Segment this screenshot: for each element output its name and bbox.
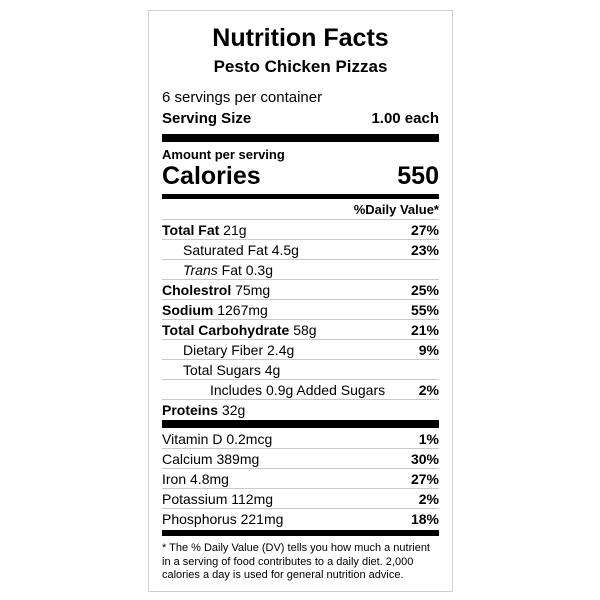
- nutrient-row: Total Fat 21g 27%: [162, 220, 439, 240]
- nutrient-row-name: Includes 0.9g Added Sugars: [210, 382, 385, 398]
- nutrient-row-name-text: 58g: [289, 321, 317, 338]
- nutrient-row: Total Sugars 4g: [162, 360, 439, 380]
- nutrition-facts-label: Nutrition Facts Pesto Chicken Pizzas 6 s…: [148, 10, 453, 592]
- nutrient-row-name: Trans Fat 0.3g: [183, 262, 273, 278]
- section-bar: [162, 194, 439, 199]
- micronutrient-row-name: Vitamin D 0.2mcg: [162, 431, 272, 447]
- micronutrient-row-name-text: Calcium 389mg: [162, 450, 260, 467]
- micronutrient-row-daily-value: 27%: [410, 470, 439, 487]
- micronutrient-row-name: Potassium 112mg: [162, 491, 273, 507]
- nutrient-row-name-bold: Total Fat: [162, 221, 220, 238]
- servings-per-container: 6 servings per container: [162, 89, 323, 106]
- nutrient-row: Includes 0.9g Added Sugars 2%: [162, 380, 439, 400]
- nutrient-row-name-bold: Sodium: [162, 301, 214, 318]
- nutrient-row-name-text: 1267mg: [213, 301, 268, 318]
- micronutrient-row: Vitamin D 0.2mcg 1%: [162, 429, 439, 449]
- nutrient-row-name: Saturated Fat 4.5g: [183, 242, 299, 258]
- nutrient-row-name-bold: Total Carbohydrate: [162, 321, 290, 338]
- nutrient-row-name-text: 21g: [219, 221, 247, 238]
- calories-value: 550: [397, 162, 439, 190]
- nutrient-row-name: Dietary Fiber 2.4g: [183, 342, 294, 358]
- section-bar: [162, 420, 439, 428]
- nutrient-row-daily-value: 9%: [418, 341, 439, 358]
- nutrient-table: Total Fat 21g 27% Saturated Fat 4.5g 23% Tra…: [162, 220, 439, 420]
- nutrient-row: Trans Fat 0.3g: [162, 260, 439, 280]
- nutrient-row: Dietary Fiber 2.4g 9%: [162, 340, 439, 360]
- serving-size-value: 1.00 each: [371, 110, 439, 127]
- nutrient-row-daily-value: 23%: [410, 241, 439, 258]
- nutrient-row-name-text: Dietary Fiber 2.4g: [183, 341, 295, 358]
- micronutrient-row-name: Phosphorus 221mg: [162, 511, 283, 527]
- micronutrient-row-name: Calcium 389mg: [162, 451, 259, 467]
- micronutrient-row-name-text: Phosphorus 221mg: [162, 511, 284, 527]
- nutrient-row-daily-value: 2%: [418, 381, 439, 398]
- nutrient-row-name-bold: Cholestrol: [162, 281, 232, 298]
- nutrient-row-name: Sodium 1267mg: [162, 302, 268, 318]
- nutrient-row-name-text: Includes 0.9g Added Sugars: [210, 381, 386, 398]
- daily-value-footnote: * The % Daily Value (DV) tells you how m…: [162, 542, 430, 581]
- micronutrient-row-name-text: Potassium 112mg: [162, 490, 274, 507]
- micronutrient-row-name-text: Iron 4.8mg: [162, 470, 229, 487]
- nutrient-row-daily-value: 25%: [410, 281, 439, 298]
- calories-row: Calories 550: [162, 162, 439, 191]
- nutrient-row: Sodium 1267mg 55%: [162, 300, 439, 320]
- nutrient-row-name-bold: Proteins: [162, 402, 219, 418]
- nutrient-row-name-text: Total Sugars 4g: [183, 361, 281, 378]
- nutrient-row: Proteins 32g: [162, 400, 439, 420]
- micronutrient-row-daily-value: 30%: [410, 450, 439, 467]
- nutrient-row-name-text: Fat 0.3g: [217, 261, 274, 278]
- nutrient-row-name-text: 75mg: [231, 281, 271, 298]
- micronutrient-row-daily-value: 18%: [410, 511, 439, 527]
- micronutrient-row-name-text: Vitamin D 0.2mcg: [162, 430, 273, 447]
- micronutrient-row: Phosphorus 221mg 18%: [162, 509, 439, 529]
- nutrient-row-name: Cholestrol 75mg: [162, 282, 270, 298]
- serving-size-label: Serving Size: [162, 110, 252, 127]
- micronutrient-row-daily-value: 1%: [418, 430, 439, 447]
- serving-size-row: Serving Size 1.00 each: [162, 109, 439, 129]
- nutrient-row: Saturated Fat 4.5g 23%: [162, 240, 439, 260]
- nutrient-row-name: Total Carbohydrate 58g: [162, 322, 317, 338]
- nutrient-row-name-text: Saturated Fat 4.5g: [183, 241, 299, 258]
- daily-value-header: %Daily Value*: [162, 199, 439, 220]
- label-title: Nutrition Facts: [212, 24, 389, 52]
- nutrient-row-name: Total Fat 21g: [162, 222, 247, 238]
- micronutrient-row-daily-value: 2%: [418, 490, 439, 507]
- micronutrient-table: Vitamin D 0.2mcg 1% Calcium 389mg 30% Iron 4…: [162, 428, 439, 530]
- product-name: Pesto Chicken Pizzas: [213, 57, 388, 76]
- micronutrient-row-name: Iron 4.8mg: [162, 471, 229, 487]
- nutrient-row-name: Proteins 32g: [162, 402, 245, 418]
- nutrient-row-name-text: 32g: [218, 402, 246, 418]
- nutrient-row-daily-value: 55%: [410, 301, 439, 318]
- nutrient-row-daily-value: 21%: [410, 321, 439, 338]
- micronutrient-row: Iron 4.8mg 27%: [162, 469, 439, 489]
- section-bar: [162, 530, 439, 536]
- section-bar: [162, 134, 439, 142]
- nutrient-row-name: Total Sugars 4g: [183, 362, 280, 378]
- calories-label: Calories: [162, 162, 261, 190]
- micronutrient-row: Calcium 389mg 30%: [162, 449, 439, 469]
- nutrient-row-daily-value: 27%: [410, 221, 439, 238]
- amount-per-serving-label: Amount per serving: [162, 147, 285, 162]
- micronutrient-row: Potassium 112mg 2%: [162, 489, 439, 509]
- nutrient-row-name-italic: Trans: [183, 261, 218, 278]
- nutrient-row: Total Carbohydrate 58g 21%: [162, 320, 439, 340]
- nutrient-row: Cholestrol 75mg 25%: [162, 280, 439, 300]
